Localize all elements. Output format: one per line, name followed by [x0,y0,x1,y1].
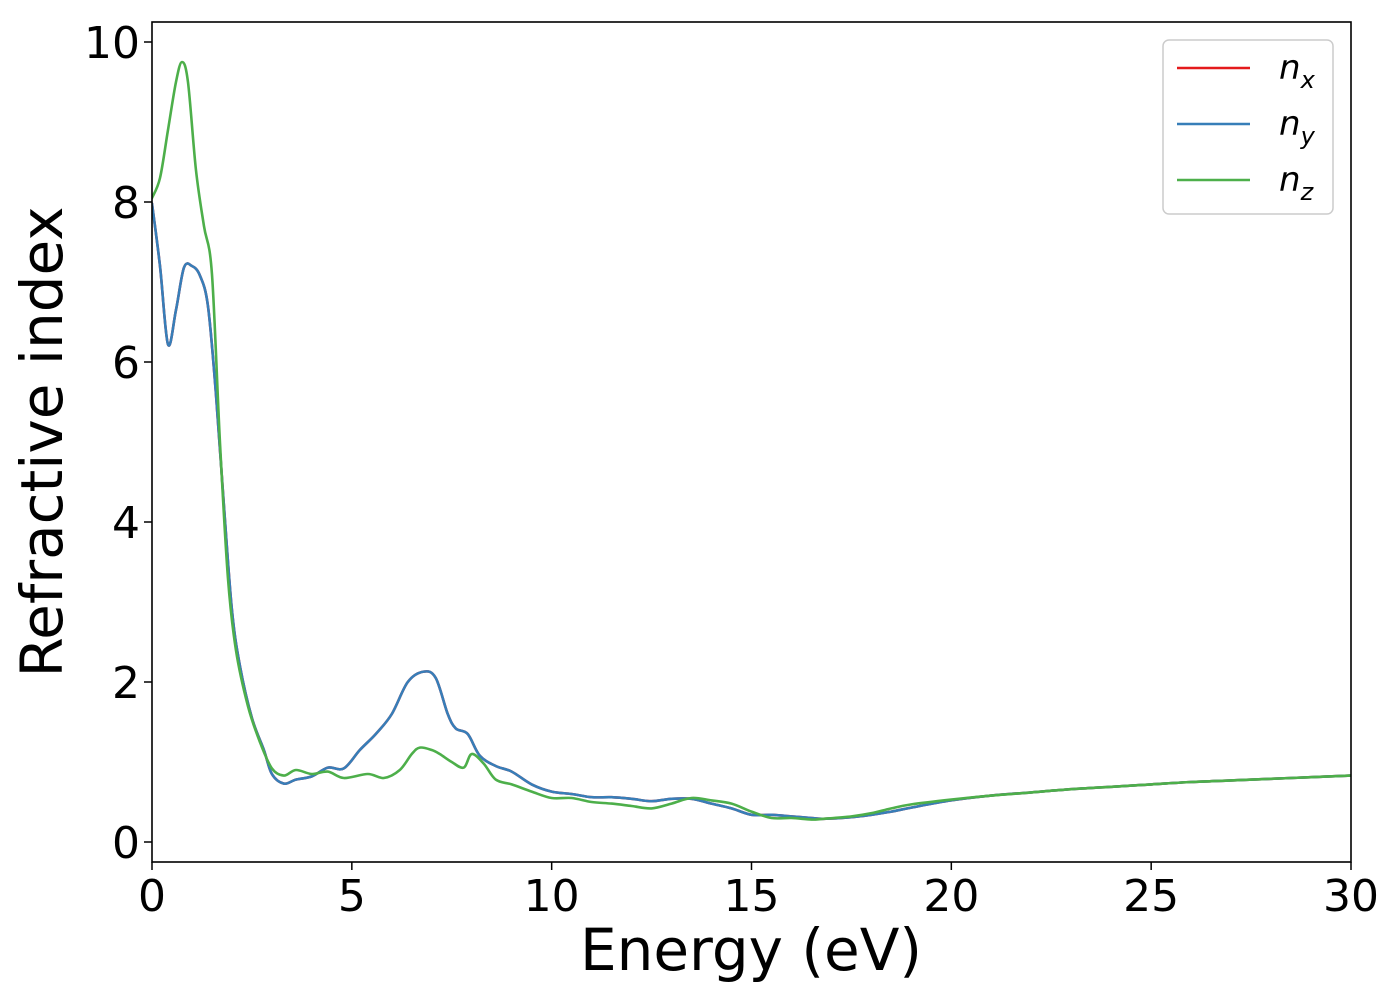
legend-label-z: nz [1279,160,1315,206]
x-tick-label: 0 [138,871,166,922]
y-tick-label: 0 [112,818,140,869]
legend-label-subscript: z [1300,178,1315,206]
y-tick-label: 10 [84,18,140,69]
legend-label-subscript: x [1300,66,1316,94]
x-tick-label: 20 [923,871,979,922]
y-axis: 0 2 4 6 8 10 [84,18,152,869]
x-axis: 0 5 10 15 20 25 30 [138,862,1379,922]
y-tick-label: 6 [112,338,140,389]
series-line-z [152,60,1351,821]
legend-label-base: n [1279,104,1301,144]
x-axis-label: Energy (eV) [580,916,922,984]
y-axis-label: Refractive index [8,206,76,677]
legend-label-y: ny [1279,104,1316,150]
legend-label-base: n [1279,48,1301,88]
x-tick-label: 5 [338,871,366,922]
x-tick-label: 25 [1123,871,1179,922]
legend-label-x: nx [1279,48,1316,94]
legend-box [1162,39,1334,215]
x-tick-label: 30 [1323,871,1379,922]
x-tick-label: 15 [724,871,780,922]
y-tick-label: 2 [112,658,140,709]
x-tick-label: 10 [524,871,580,922]
legend-label-base: n [1279,160,1301,200]
y-tick-label: 4 [112,498,140,549]
y-tick-label: 8 [112,178,140,229]
legend-label-subscript: y [1300,122,1316,150]
series-layer [152,60,1351,821]
